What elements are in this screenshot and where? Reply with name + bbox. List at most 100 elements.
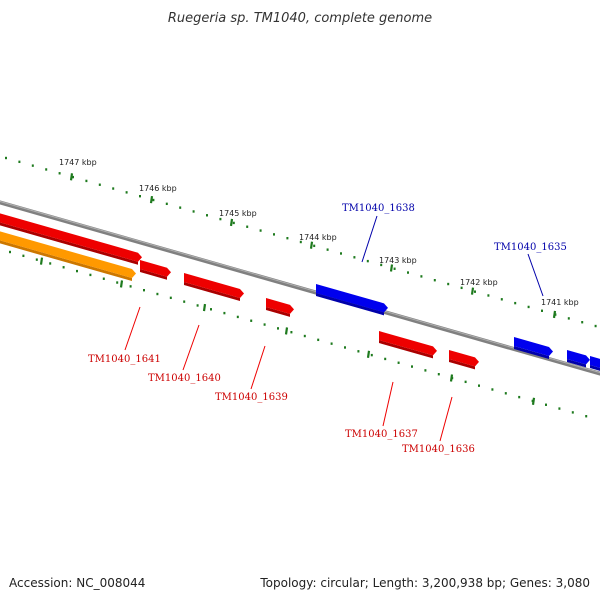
reverse-scale-minor-tick [558,407,561,410]
reverse-scale-minor-tick [236,315,239,319]
gene-label-leaders [124,215,544,442]
gene-arrow-tm1040-1635-b-shadow [567,359,586,368]
forward-scale-minor-tick [433,279,436,282]
scale-label-1746: 1746 kbp [139,184,177,193]
reverse-scale-minor-tick [76,269,78,273]
reverse-scale-ruler [9,250,588,418]
forward-scale-minor-tick [125,191,128,194]
reverse-scale-minor-tick [129,285,132,288]
forward-scale-minor-tick [273,233,275,236]
accession-text: Accession: NC_008044 [9,576,145,590]
reverse-scale-minor-tick [317,338,320,342]
gene-arrow-orange-shadow [0,240,132,282]
forward-scale-minor-tick [500,298,503,301]
forward-scale-minor-tick [594,324,597,328]
leader-tm1040-1636 [439,396,453,442]
leader-tm1040-1641 [124,306,141,351]
forward-scale-minor-tick [326,248,329,251]
forward-scale-minor-tick [393,267,396,270]
forward-scale-minor-tick [219,217,222,221]
forward-scale-minor-tick [420,275,423,278]
reverse-scale-minor-tick [250,319,253,322]
reverse-scale-major-tick [202,303,207,312]
forward-scale-minor-tick [527,305,530,309]
genome-backbone [0,200,600,376]
forward-scale-minor-tick [567,317,570,320]
gene-arrow-tm1040-1637 [379,331,437,356]
reverse-scale-minor-tick [330,342,333,345]
scale-label-1742: 1742 kbp [460,278,498,287]
reverse-scale-minor-tick [210,308,212,311]
forward-scale-minor-tick [31,164,34,167]
forward-scale-major-tick [69,173,74,181]
gene-arrow-tm1040-1635-a [514,337,553,356]
forward-scale-minor-tick [487,294,490,297]
forward-scale-major-tick [149,195,154,204]
forward-scale-minor-tick [474,290,476,293]
forward-scale-major-tick [309,241,314,249]
reverse-scale-minor-tick [196,304,199,307]
gene-label-tm1040-1635[interactable]: TM1040_1635 [494,242,567,253]
forward-scale-minor-tick [112,187,115,190]
reverse-scale-minor-tick [303,334,306,338]
gene-arrow-tm1040-1635-c-shadow [590,365,600,371]
forward-scale-minor-tick [98,183,101,186]
forward-scale-minor-tick [380,263,383,267]
gene-label-tm1040-1641[interactable]: TM1040_1641 [88,354,161,365]
reverse-scale-minor-tick [571,411,574,414]
gene-arrow-tm1040-1636 [449,350,479,367]
forward-scale-minor-tick [152,198,155,202]
forward-scale-minor-tick [165,202,168,206]
forward-scale-minor-tick [340,252,342,255]
gene-label-tm1040-1636[interactable]: TM1040_1636 [402,444,475,455]
reverse-scale-minor-tick [116,281,119,284]
gene-arrow-tm1040-1635-a-shadow [514,346,549,359]
reverse-scale-minor-tick [290,330,293,334]
reverse-scale-minor-tick [384,357,387,361]
gene-arrow-tm1040-1640-shadow [184,282,240,301]
leader-tm1040-1635 [527,253,544,297]
forward-scale-minor-tick [514,301,517,305]
gene-arrow-tm1040-1638 [316,284,388,313]
leader-tm1040-1640 [182,324,200,371]
gene-arrow-tm1040-1641 [140,260,171,277]
reverse-scale-minor-tick [143,288,145,292]
scale-label-1747: 1747 kbp [59,158,97,167]
gene-arrow-tm1040-1636-shadow [449,359,475,370]
gene-features [0,213,600,371]
forward-scale-minor-tick [407,271,409,274]
scale-label-1741: 1741 kbp [541,298,579,307]
gene-arrow-tm1040-1640 [184,273,244,298]
reverse-scale-minor-tick [397,361,400,364]
leader-tm1040-1639 [250,345,266,390]
forward-scale-minor-tick [313,244,316,248]
reverse-scale-minor-tick [156,292,159,296]
reverse-scale-minor-tick [183,300,186,303]
gene-label-tm1040-1640[interactable]: TM1040_1640 [148,373,221,384]
forward-scale-minor-tick [85,179,88,183]
scale-label-1745: 1745 kbp [219,209,257,218]
forward-scale-major-tick [470,287,475,295]
gene-arrow-tm1040-1639 [266,298,294,314]
reverse-scale-minor-tick [263,323,266,326]
gene-label-tm1040-1639[interactable]: TM1040_1639 [215,392,288,403]
gene-arrow-tm1040-1641-shadow [140,269,167,280]
reverse-scale-minor-tick [277,327,279,330]
reverse-scale-minor-tick [22,254,25,258]
reverse-scale-minor-tick [504,392,507,395]
reverse-scale-minor-tick [478,384,480,387]
reverse-scale-minor-tick [585,415,588,418]
forward-scale-minor-tick [353,256,356,259]
forward-scale-minor-tick [246,225,249,228]
scale-label-1743: 1743 kbp [379,256,417,265]
gene-label-tm1040-1638[interactable]: TM1040_1638 [342,203,415,214]
forward-scale-minor-tick [58,172,61,175]
reverse-scale-minor-tick [545,403,547,406]
gene-arrow-tm1040-1637-shadow [379,340,433,359]
forward-scale-minor-tick [72,175,74,179]
forward-scale-ruler [5,156,597,328]
gene-label-tm1040-1637[interactable]: TM1040_1637 [345,429,418,440]
forward-scale-major-tick [389,264,394,272]
reverse-scale-major-tick [449,374,454,382]
